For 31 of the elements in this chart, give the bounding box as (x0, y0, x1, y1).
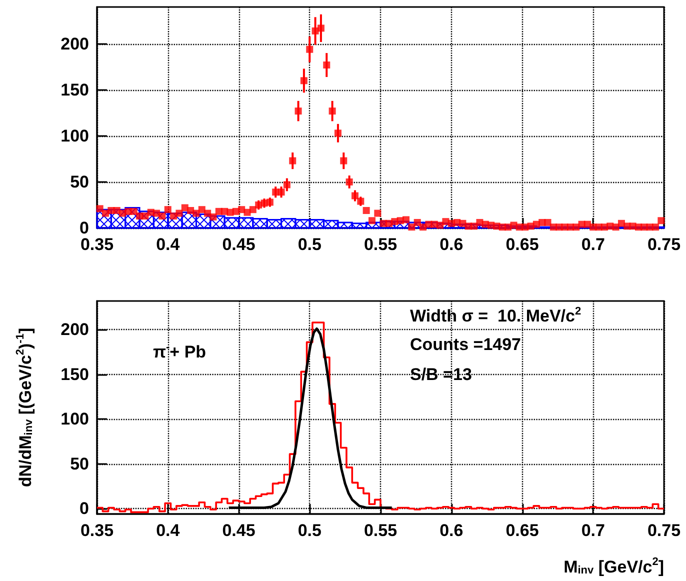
y-tick-label: 0 (80, 499, 89, 518)
x-tick-label: 0.5 (298, 521, 322, 540)
x-tick-label: 0.6 (440, 521, 464, 540)
x-tick-label: 0.55 (364, 235, 398, 254)
y-tick-label: 200 (60, 34, 89, 54)
x-tick-label: 0.4 (156, 521, 180, 540)
x-tick-label: 0.35 (80, 235, 114, 254)
x-tick-label: 0.45 (222, 235, 256, 254)
x-tick-label: 0.65 (506, 235, 539, 254)
y-tick-label: 50 (70, 172, 89, 192)
x-tick-label: 0.75 (647, 521, 681, 540)
y-tick-label: 150 (60, 364, 89, 384)
y-tick-label: 0 (80, 218, 89, 238)
x-tick-label: 0.7 (581, 521, 605, 540)
annotation: Counts =1497 (410, 335, 522, 354)
annotation: S/B =13 (410, 365, 472, 384)
y-tick-label: 150 (60, 80, 89, 100)
x-tick-label: 0.5 (298, 235, 322, 254)
y-tick-label: 100 (60, 410, 89, 429)
x-tick-label: 0.35 (80, 521, 114, 540)
x-tick-label: 0.6 (440, 235, 464, 254)
x-tick-label: 0.75 (647, 235, 681, 254)
x-tick-label: 0.65 (506, 521, 539, 540)
y-tick-label: 200 (60, 320, 89, 340)
x-tick-label: 0.4 (156, 235, 180, 254)
x-tick-label: 0.55 (364, 521, 398, 540)
y-tick-label: 100 (60, 126, 89, 146)
x-tick-label: 0.7 (581, 235, 605, 254)
x-tick-label: 0.45 (222, 521, 256, 540)
y-axis-title: dN/dMinv [(GeV/c2)-1] (14, 328, 36, 488)
y-tick-label: 50 (70, 454, 89, 474)
